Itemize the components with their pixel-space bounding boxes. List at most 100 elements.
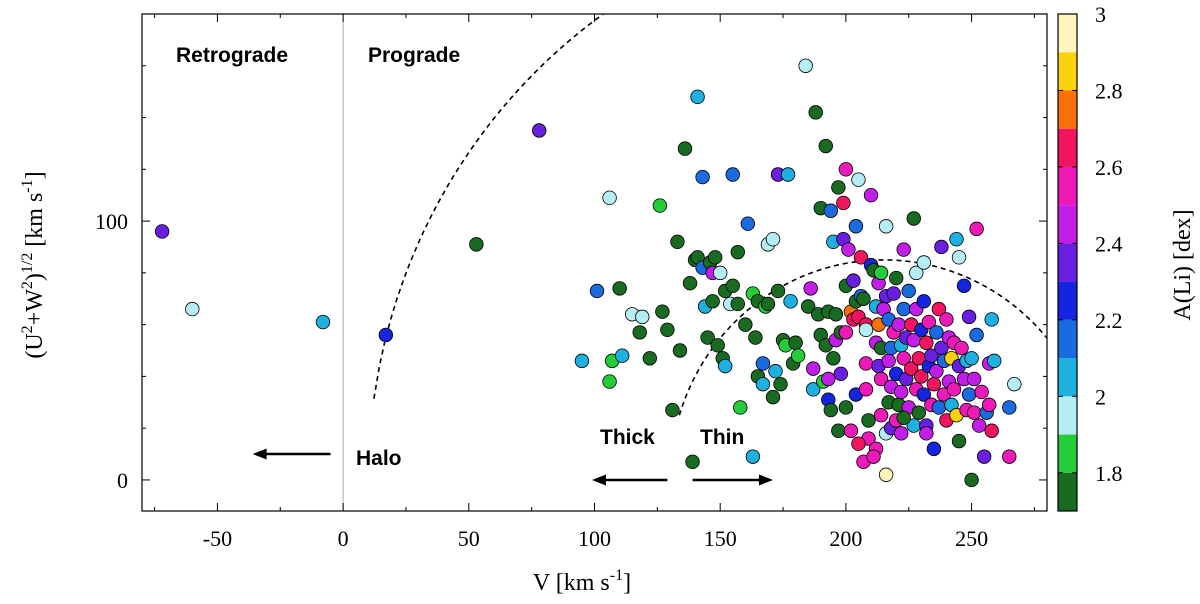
colorbar-bin bbox=[1058, 434, 1077, 473]
data-point bbox=[838, 162, 854, 177]
data-point bbox=[589, 283, 605, 299]
data-point bbox=[1002, 400, 1017, 415]
colorbar-bin bbox=[1058, 281, 1077, 320]
data-point bbox=[315, 314, 331, 330]
data-point bbox=[961, 387, 977, 402]
data-point bbox=[911, 405, 926, 420]
x-tick-label: 0 bbox=[338, 526, 349, 551]
data-point bbox=[803, 281, 818, 296]
data-point bbox=[806, 382, 821, 397]
data-point bbox=[896, 410, 911, 426]
axes: -50 0 50 100 150 200 250 0 100 bbox=[95, 13, 1048, 551]
data-point bbox=[632, 325, 647, 340]
data-point bbox=[725, 278, 740, 294]
data-point bbox=[773, 376, 788, 392]
x-tick-label: -50 bbox=[203, 526, 232, 551]
data-point bbox=[826, 351, 841, 366]
x-tick-label: 250 bbox=[955, 526, 988, 551]
data-point bbox=[853, 250, 869, 265]
data-point bbox=[733, 400, 748, 415]
data-point bbox=[780, 167, 796, 182]
halo-label: Halo bbox=[356, 447, 402, 470]
colorbar-bin bbox=[1058, 14, 1077, 53]
data-point bbox=[924, 348, 939, 363]
y-tick-label: 0 bbox=[117, 468, 128, 493]
colorbar-bin bbox=[1058, 358, 1077, 397]
data-point bbox=[712, 265, 728, 281]
data-point bbox=[861, 413, 876, 428]
data-point bbox=[718, 358, 733, 374]
data-point bbox=[873, 265, 889, 281]
colorbar-tick-label: 2.8 bbox=[1095, 78, 1123, 103]
thin-label: Thin bbox=[700, 426, 744, 449]
data-point bbox=[974, 384, 989, 400]
halo-arrow bbox=[252, 448, 331, 460]
data-point bbox=[949, 231, 964, 247]
data-point bbox=[921, 314, 937, 330]
data-point bbox=[652, 198, 668, 213]
data-point bbox=[969, 221, 984, 237]
data-point bbox=[677, 141, 693, 156]
data-point bbox=[906, 211, 921, 226]
plot-area bbox=[154, 14, 1047, 511]
data-point bbox=[954, 340, 969, 356]
plot-frame bbox=[141, 13, 1048, 512]
data-points bbox=[154, 58, 1022, 488]
data-point bbox=[951, 433, 967, 449]
data-point bbox=[916, 387, 932, 402]
data-point bbox=[901, 283, 916, 299]
data-point bbox=[838, 325, 854, 340]
data-point bbox=[856, 291, 871, 306]
data-point bbox=[185, 301, 200, 317]
thin-arrow bbox=[692, 474, 773, 486]
data-point bbox=[755, 356, 771, 371]
colorbar-bin bbox=[1058, 166, 1077, 206]
data-point bbox=[926, 376, 942, 392]
thick-arrow bbox=[591, 474, 668, 486]
data-point bbox=[969, 327, 984, 343]
data-point bbox=[886, 286, 901, 301]
data-point bbox=[964, 472, 979, 488]
data-point bbox=[858, 322, 874, 338]
data-point bbox=[602, 374, 617, 389]
data-point bbox=[1007, 376, 1022, 392]
data-point bbox=[866, 449, 881, 464]
data-point bbox=[818, 138, 833, 154]
data-point bbox=[808, 105, 823, 120]
x-tick-label: 50 bbox=[458, 526, 480, 551]
data-point bbox=[745, 449, 761, 464]
data-point bbox=[984, 423, 999, 438]
data-point bbox=[469, 237, 484, 252]
data-point bbox=[755, 376, 771, 392]
thick-label: Thick bbox=[600, 426, 655, 449]
data-point bbox=[916, 294, 932, 309]
data-point bbox=[821, 371, 836, 387]
data-point bbox=[682, 276, 698, 291]
x-tick-label: 150 bbox=[704, 526, 737, 551]
data-point bbox=[848, 219, 864, 234]
data-point bbox=[926, 441, 942, 457]
data-point bbox=[851, 172, 866, 187]
data-point bbox=[909, 265, 924, 281]
data-point bbox=[891, 317, 906, 332]
data-point bbox=[843, 423, 859, 438]
colorbar-bin bbox=[1058, 128, 1077, 167]
data-point bbox=[730, 296, 745, 312]
data-point bbox=[788, 335, 803, 350]
data-point bbox=[806, 361, 821, 376]
data-point bbox=[904, 361, 919, 376]
data-point bbox=[768, 364, 783, 379]
data-point bbox=[665, 402, 680, 418]
colorbar-bin bbox=[1058, 396, 1077, 435]
colorbar-tick-label: 2.2 bbox=[1095, 308, 1123, 333]
colorbar-tick-label: 2.6 bbox=[1095, 155, 1123, 180]
data-point bbox=[672, 343, 688, 358]
data-point bbox=[154, 224, 170, 239]
data-point bbox=[760, 296, 776, 312]
data-point bbox=[823, 402, 839, 418]
data-point bbox=[655, 304, 670, 319]
colorbar: 1.8 2 2.2 2.4 2.6 2.8 3 bbox=[1057, 2, 1123, 512]
data-point bbox=[846, 273, 861, 288]
data-point bbox=[770, 283, 786, 299]
